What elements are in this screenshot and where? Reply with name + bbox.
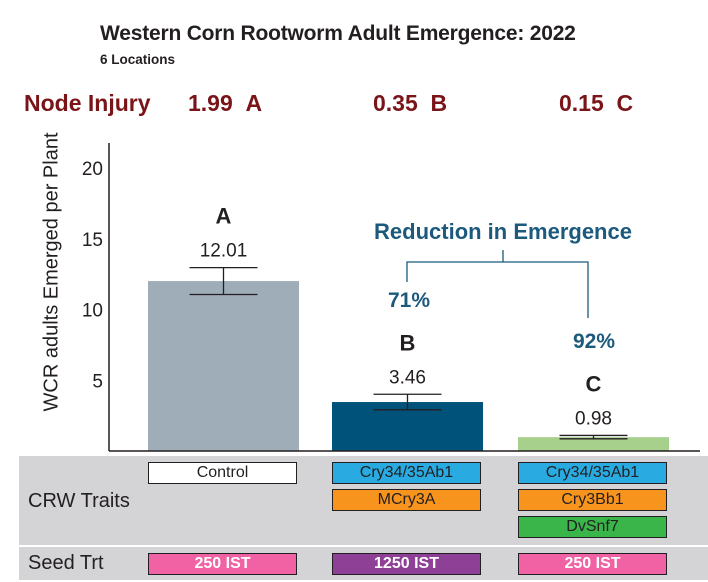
chart-subtitle: 6 Locations: [100, 52, 176, 67]
y-tick-label: 15: [82, 230, 103, 251]
bar-chart: 5 10 15 20 12.01 A 3.46 B 0.98 C Reduction in Em…: [82, 143, 700, 452]
reduction-value-c: 92%: [573, 330, 615, 353]
trait-chip: DvSnf7: [518, 516, 667, 538]
y-tick-label: 5: [92, 371, 103, 392]
crw-traits-label: CRW Traits: [28, 490, 130, 512]
seed-trt-chip: 250 IST: [148, 553, 297, 575]
trait-chip: Control: [148, 462, 297, 484]
value-label: 3.46: [389, 367, 426, 388]
node-injury-value-c: 0.15 C: [559, 90, 634, 116]
significance-letter: C: [586, 371, 602, 396]
bar-3: [518, 437, 669, 451]
value-label: 12.01: [200, 241, 248, 262]
chart-title: Western Corn Rootworm Adult Emergence: 2…: [100, 22, 576, 45]
node-injury-value-b: 0.35 B: [373, 90, 448, 116]
reduction-bracket: [406, 261, 589, 318]
node-injury-value-control: 1.99 A: [188, 90, 263, 116]
trait-chip: Cry34/35Ab1: [518, 462, 667, 484]
trait-chip: Cry34/35Ab1: [332, 462, 481, 484]
significance-letter: A: [216, 204, 232, 229]
seed-trt-chip: 250 IST: [518, 553, 667, 575]
seed-trt-label: Seed Trt: [28, 552, 104, 574]
reduction-annotation: Reduction in Emergence 71% 92%: [374, 219, 632, 353]
significance-letter: B: [400, 330, 416, 355]
reduction-value-b: 71%: [388, 289, 430, 312]
trait-chip: Cry3Bb1: [518, 489, 667, 511]
y-tick-label: 10: [82, 301, 103, 322]
node-injury-label: Node Injury: [24, 90, 151, 116]
trait-chip: MCry3A: [332, 489, 481, 511]
value-label: 0.98: [575, 408, 612, 429]
y-tick-label: 20: [82, 159, 103, 180]
bar-1: [148, 281, 299, 451]
seed-trt-chip: 1250 IST: [332, 553, 481, 575]
reduction-title: Reduction in Emergence: [374, 219, 632, 244]
